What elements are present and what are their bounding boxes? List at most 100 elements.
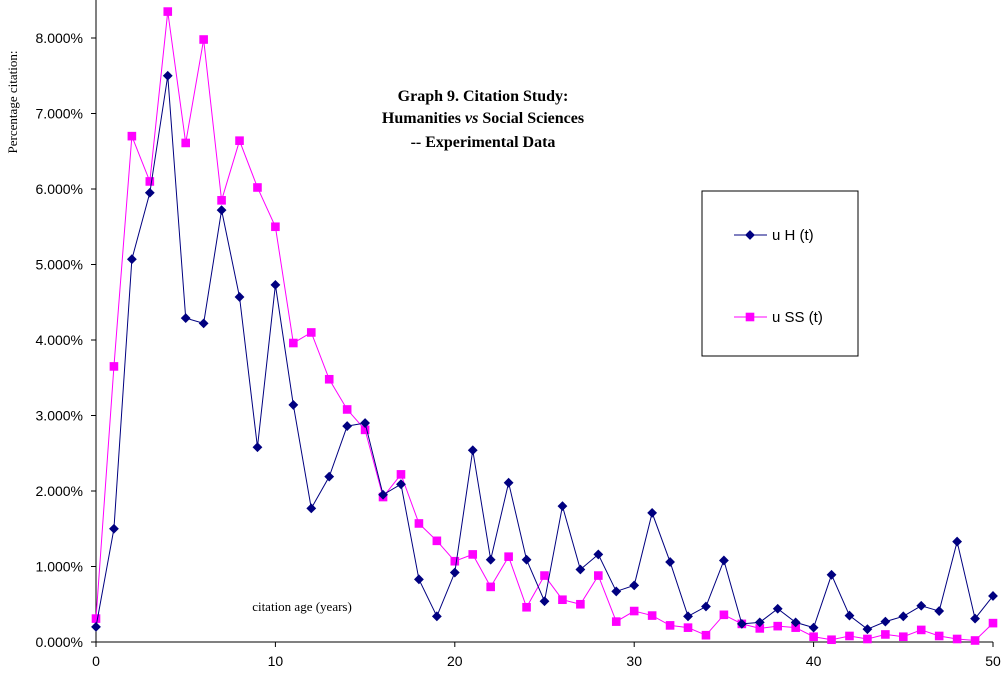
y-axis-title: Percentage citation: <box>5 51 20 154</box>
data-point <box>558 595 567 605</box>
data-point <box>952 536 963 547</box>
data-point <box>557 501 568 512</box>
data-point <box>288 400 299 410</box>
data-point <box>683 623 693 632</box>
data-point <box>109 523 119 534</box>
data-point <box>414 519 424 528</box>
data-point <box>934 606 945 616</box>
y-tick-label: 4.000% <box>36 332 83 348</box>
data-point <box>485 554 496 565</box>
data-point <box>576 599 585 609</box>
data-point <box>396 470 406 479</box>
data-point <box>181 138 190 148</box>
data-point <box>126 254 137 265</box>
data-point <box>629 580 640 591</box>
data-point <box>198 318 209 329</box>
data-point <box>342 405 352 414</box>
data-point <box>844 610 855 621</box>
data-point <box>432 536 442 546</box>
data-point <box>539 596 550 607</box>
x-tick-label: 50 <box>985 653 1001 669</box>
y-tick-label: 2.000% <box>36 483 83 499</box>
data-point <box>216 205 227 216</box>
legend-item: u H (t) <box>734 227 814 244</box>
data-point <box>449 567 460 578</box>
data-point <box>199 35 208 44</box>
data-point <box>845 631 854 641</box>
data-point <box>665 621 675 630</box>
data-point <box>144 187 155 198</box>
data-point <box>467 445 478 456</box>
legend-box <box>701 190 859 357</box>
chart-title: Graph 9. Citation Study: Humanities vs S… <box>382 88 584 151</box>
data-point <box>91 614 101 623</box>
y-tick-label: 7.000% <box>36 106 83 122</box>
data-point <box>970 613 980 624</box>
x-tick-label: 20 <box>447 653 463 669</box>
data-point <box>521 554 532 565</box>
y-tick-label: 1.000% <box>36 559 83 575</box>
legend-label: u H (t) <box>772 227 814 244</box>
data-point <box>270 279 281 290</box>
data-point <box>450 556 460 566</box>
data-point <box>916 600 927 611</box>
x-tick-label: 30 <box>626 653 642 669</box>
data-point <box>360 418 371 428</box>
x-tick-label: 10 <box>268 653 284 669</box>
data-point <box>898 611 909 622</box>
x-tick-label: 40 <box>806 653 822 669</box>
data-point <box>880 616 891 627</box>
data-point <box>289 338 298 348</box>
legend-marker <box>745 312 755 322</box>
data-point <box>665 557 675 567</box>
data-point <box>988 618 998 628</box>
data-point <box>916 625 926 635</box>
data-point <box>629 606 639 616</box>
data-point <box>217 196 226 205</box>
data-point <box>827 635 836 645</box>
data-point <box>342 421 353 431</box>
data-point <box>234 292 245 302</box>
data-point <box>611 617 621 626</box>
x-axis-title: citation age (years) <box>252 599 352 614</box>
data-point <box>773 621 783 631</box>
data-point <box>683 611 693 622</box>
data-point <box>431 611 442 622</box>
data-point <box>790 617 801 628</box>
data-point <box>719 610 729 620</box>
data-point <box>504 552 513 561</box>
x-ticks: 0 10 20 30 40 50 <box>92 642 1001 669</box>
data-point <box>145 177 155 186</box>
data-point <box>970 636 980 645</box>
chart-title-line-1: Graph 9. Citation Study: <box>398 88 569 105</box>
data-point <box>934 631 944 641</box>
y-tick-label: 6.000% <box>36 181 83 197</box>
series-h <box>91 70 998 635</box>
data-point <box>306 328 316 337</box>
data-point <box>611 586 622 597</box>
data-point <box>594 571 603 580</box>
x-tick-label: 0 <box>92 653 100 669</box>
data-point <box>863 634 872 644</box>
y-tick-label: 0.000% <box>36 634 83 650</box>
data-point <box>252 442 263 453</box>
data-point <box>899 632 908 642</box>
data-point <box>772 603 783 614</box>
data-point <box>91 621 101 632</box>
legend: u H (t) u SS (t) <box>701 190 859 357</box>
data-point <box>988 591 998 601</box>
data-point <box>468 550 478 559</box>
data-point <box>306 503 317 514</box>
legend-marker <box>745 230 755 240</box>
y-ticks: 0.000% 1.000% 2.000% 3.000% 4.000% 5.000% 6.00… <box>36 30 96 650</box>
data-point <box>324 374 334 384</box>
chart-title-line-2: Humanities vs Social Sciences <box>382 110 584 127</box>
data-point <box>593 549 604 560</box>
legend-item: u SS (t) <box>734 309 823 326</box>
data-point <box>701 601 711 612</box>
data-point <box>647 611 657 620</box>
data-point <box>701 630 711 640</box>
data-point <box>522 602 531 612</box>
chart-title-line-3: -- Experimental Data <box>411 134 556 151</box>
